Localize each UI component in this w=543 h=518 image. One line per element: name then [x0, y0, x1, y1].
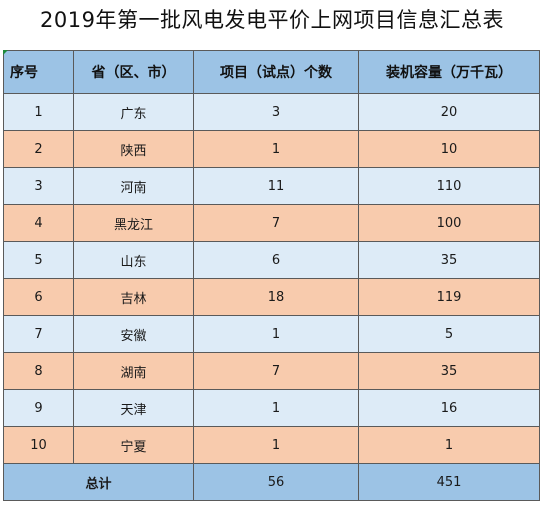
cell-index[interactable]: 6	[3, 278, 74, 316]
cell-capacity[interactable]: 1	[358, 426, 540, 464]
cell-capacity[interactable]: 20	[358, 93, 540, 131]
cell-region[interactable]: 山东	[73, 241, 194, 279]
cell-capacity[interactable]: 100	[358, 204, 540, 242]
cell-projects[interactable]: 6	[193, 241, 359, 279]
summary-table: 序号 省（区、市） 项目（试点）个数 装机容量（万千瓦） 1 广东 3 20 2…	[3, 50, 540, 501]
cell-capacity[interactable]: 5	[358, 315, 540, 353]
total-row: 总计 56 451	[3, 463, 540, 501]
cell-projects[interactable]: 3	[193, 93, 359, 131]
cell-index[interactable]: 1	[3, 93, 74, 131]
cell-region[interactable]: 河南	[73, 167, 194, 205]
table-row: 4 黑龙江 7 100	[3, 204, 540, 242]
cell-region[interactable]: 陕西	[73, 130, 194, 168]
cell-projects[interactable]: 1	[193, 389, 359, 427]
cell-index[interactable]: 3	[3, 167, 74, 205]
cell-corner-marker	[3, 50, 8, 55]
cell-index[interactable]: 7	[3, 315, 74, 353]
cell-projects[interactable]: 7	[193, 352, 359, 390]
table-row: 6 吉林 18 119	[3, 278, 540, 316]
table-row: 10 宁夏 1 1	[3, 426, 540, 464]
cell-capacity[interactable]: 110	[358, 167, 540, 205]
table-row: 2 陕西 1 10	[3, 130, 540, 168]
cell-index[interactable]: 4	[3, 204, 74, 242]
cell-capacity[interactable]: 119	[358, 278, 540, 316]
cell-capacity[interactable]: 10	[358, 130, 540, 168]
cell-region[interactable]: 黑龙江	[73, 204, 194, 242]
cell-index[interactable]: 2	[3, 130, 74, 168]
table-header-row: 序号 省（区、市） 项目（试点）个数 装机容量（万千瓦）	[3, 50, 540, 94]
cell-projects[interactable]: 1	[193, 130, 359, 168]
cell-projects[interactable]: 11	[193, 167, 359, 205]
cell-index[interactable]: 10	[3, 426, 74, 464]
header-cell-capacity[interactable]: 装机容量（万千瓦）	[358, 50, 540, 94]
cell-region[interactable]: 广东	[73, 93, 194, 131]
header-cell-projects[interactable]: 项目（试点）个数	[193, 50, 359, 94]
cell-projects[interactable]: 7	[193, 204, 359, 242]
header-cell-region[interactable]: 省（区、市）	[73, 50, 194, 94]
total-label-cell[interactable]: 总计	[3, 463, 194, 501]
cell-index[interactable]: 8	[3, 352, 74, 390]
table-row: 8 湖南 7 35	[3, 352, 540, 390]
cell-capacity[interactable]: 35	[358, 241, 540, 279]
cell-region[interactable]: 宁夏	[73, 426, 194, 464]
cell-region[interactable]: 天津	[73, 389, 194, 427]
total-projects-cell[interactable]: 56	[193, 463, 359, 501]
cell-index[interactable]: 9	[3, 389, 74, 427]
page-title: 2019年第一批风电发电平价上网项目信息汇总表	[40, 8, 504, 32]
table-row: 7 安徽 1 5	[3, 315, 540, 353]
table-row: 3 河南 11 110	[3, 167, 540, 205]
table-row: 5 山东 6 35	[3, 241, 540, 279]
cell-region[interactable]: 安徽	[73, 315, 194, 353]
cell-projects[interactable]: 18	[193, 278, 359, 316]
cell-capacity[interactable]: 16	[358, 389, 540, 427]
cell-projects[interactable]: 1	[193, 426, 359, 464]
cell-region[interactable]: 湖南	[73, 352, 194, 390]
cell-region[interactable]: 吉林	[73, 278, 194, 316]
total-capacity-cell[interactable]: 451	[358, 463, 540, 501]
cell-projects[interactable]: 1	[193, 315, 359, 353]
header-cell-index[interactable]: 序号	[3, 50, 74, 94]
cell-capacity[interactable]: 35	[358, 352, 540, 390]
cell-index[interactable]: 5	[3, 241, 74, 279]
table-row: 1 广东 3 20	[3, 93, 540, 131]
table-row: 9 天津 1 16	[3, 389, 540, 427]
